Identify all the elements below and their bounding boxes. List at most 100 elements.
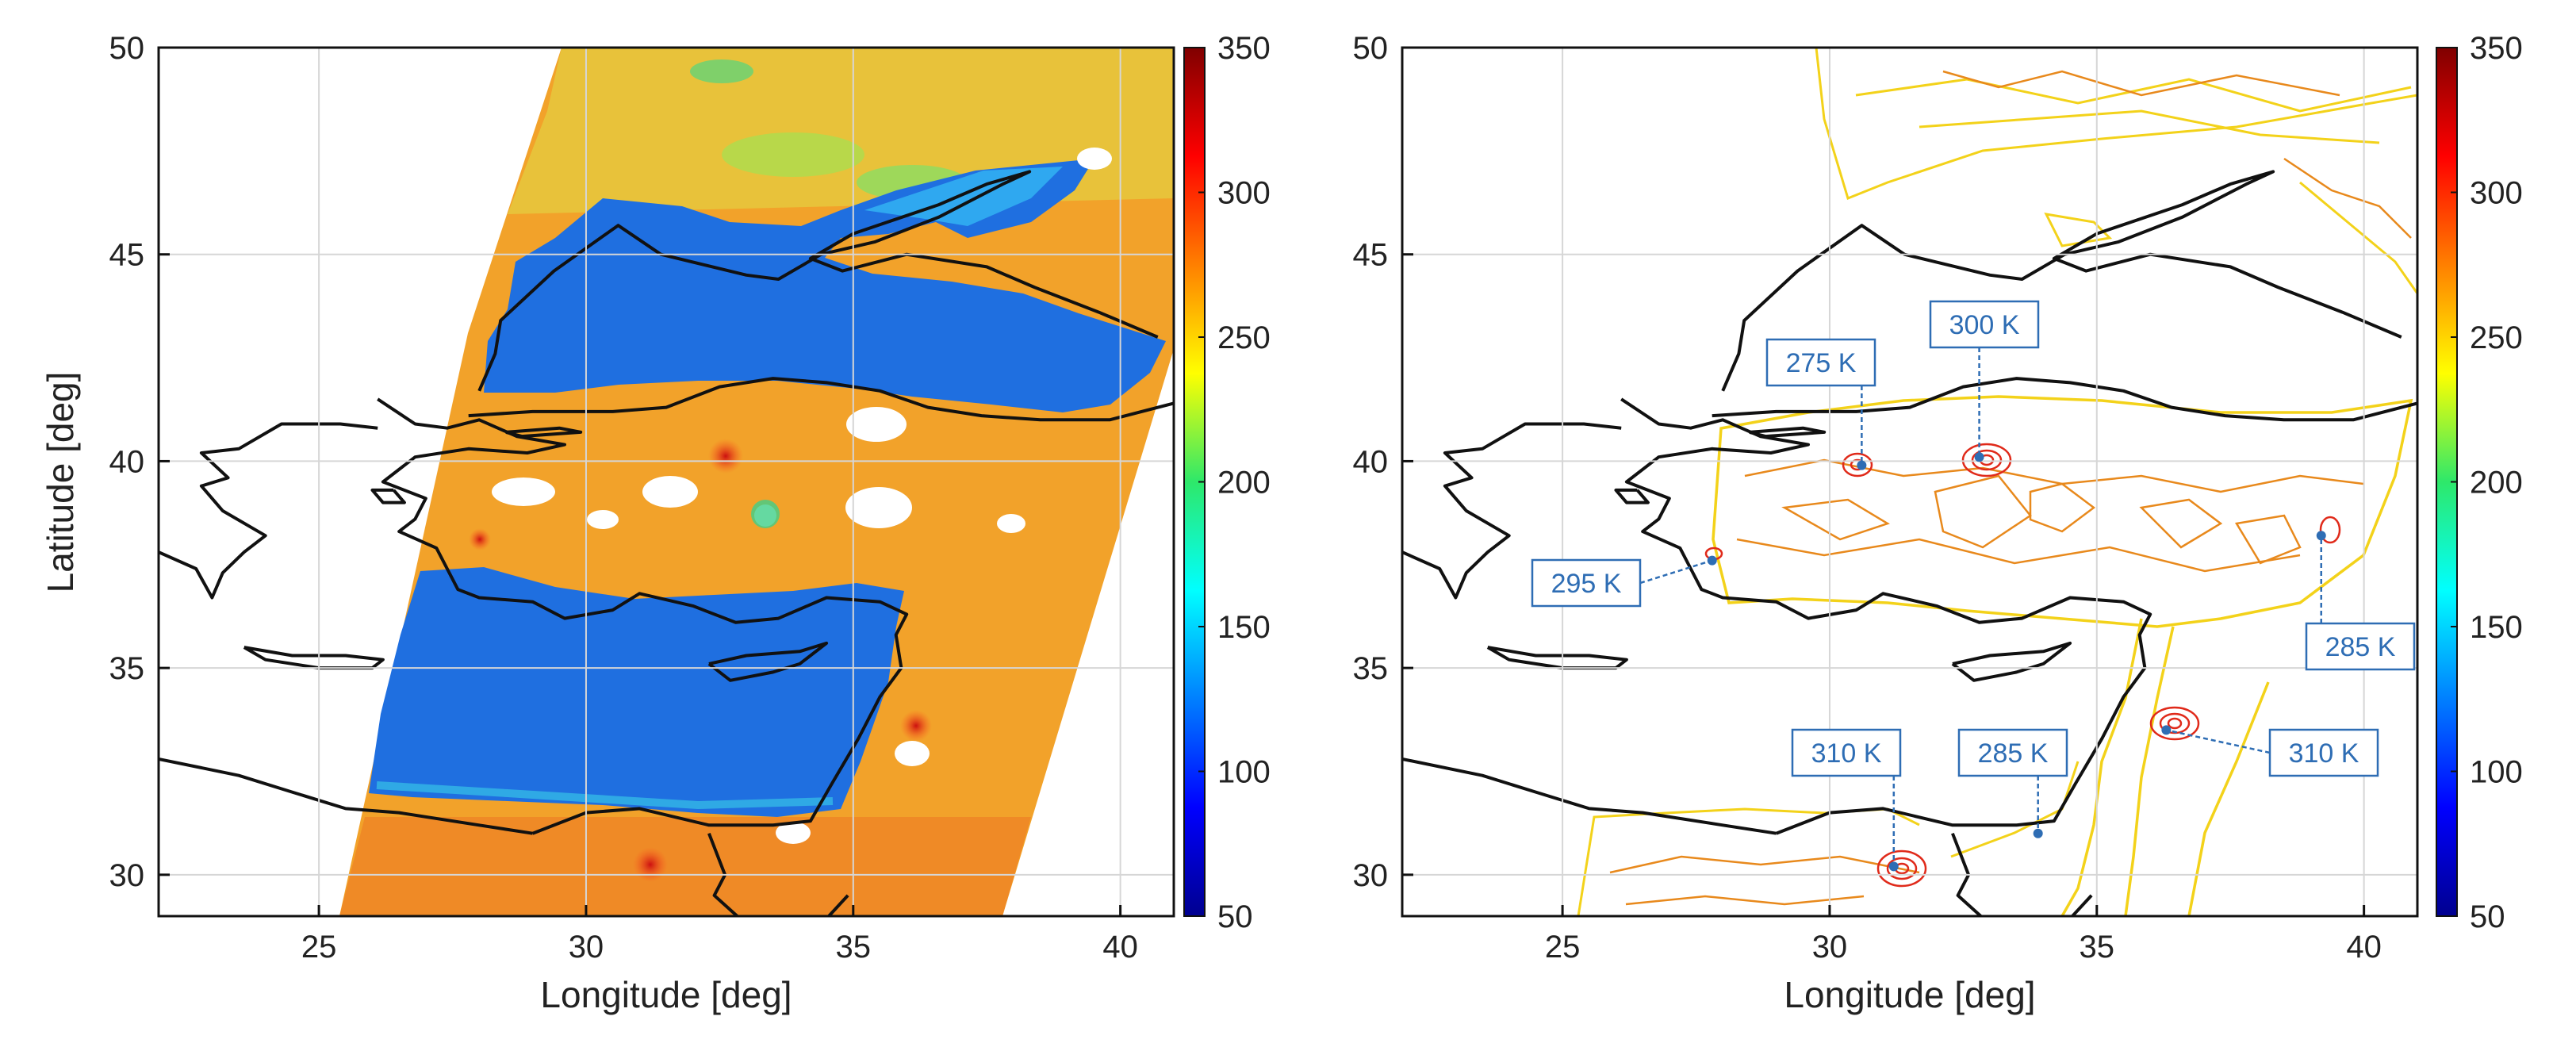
mediterranean-water xyxy=(369,567,904,817)
x-tick-label: 30 xyxy=(569,930,604,965)
coastline xyxy=(1486,646,1628,670)
right-contour-panel xyxy=(1577,48,2417,916)
coastline xyxy=(1402,757,1777,835)
anatolia-inner-contours xyxy=(1736,458,2364,573)
coastline xyxy=(707,832,726,876)
y-tick-label: 40 xyxy=(1353,444,1389,479)
left-green-patch xyxy=(690,59,753,83)
right-coastlines xyxy=(1402,170,2417,916)
right-plot-area xyxy=(1577,48,2417,916)
y-tick-label: 50 xyxy=(1353,31,1389,66)
y-tick-label: 30 xyxy=(1353,858,1389,893)
colorbar-tick-label: 250 xyxy=(2470,320,2523,355)
left-coastlines xyxy=(159,170,1174,916)
north-inner-contours xyxy=(1942,70,2412,239)
coastline xyxy=(1402,422,1622,600)
callout-label: 295 K xyxy=(1551,569,1622,599)
south-inner-contours xyxy=(1609,855,1920,906)
callout-arrowhead xyxy=(2033,828,2043,838)
callout-arrowhead xyxy=(1857,460,1867,470)
colorbar-tick-label: 350 xyxy=(2470,31,2523,66)
left-south-warm-band xyxy=(339,817,1031,916)
mediterranean-coastal-band xyxy=(376,781,834,810)
north-contours xyxy=(1815,48,2417,294)
hotspot-marker xyxy=(469,528,491,550)
x-tick-label: 40 xyxy=(1102,930,1138,965)
right-gridlines xyxy=(1402,47,2417,916)
coastline xyxy=(477,170,1159,392)
coastline xyxy=(1712,377,2417,422)
coastline xyxy=(159,757,533,835)
colorbar-tick-label: 200 xyxy=(2470,466,2523,500)
plot-frame xyxy=(157,46,1175,918)
callout-arrowhead xyxy=(2161,725,2172,735)
colorbar-tick-label: 350 xyxy=(1217,31,1271,66)
left-axes: 25 30 35 40 30 35 40 45 50 xyxy=(109,31,1175,965)
callout-label: 275 K xyxy=(1786,348,1857,378)
y-tick-label: 30 xyxy=(109,858,145,893)
colorbar-tick-label: 100 xyxy=(1217,755,1271,790)
x-tick-label: 35 xyxy=(2080,930,2115,965)
coastline xyxy=(707,641,829,682)
y-axis-label: Latitude [deg] xyxy=(40,372,81,593)
callout-leader xyxy=(1639,559,1713,585)
left-x-axis-label: Longitude [deg] xyxy=(540,974,792,1015)
coastline xyxy=(1749,426,1827,439)
callout-box xyxy=(1531,558,1642,608)
y-tick-label: 50 xyxy=(109,31,145,66)
y-tick-label: 45 xyxy=(109,238,145,273)
black-sea-water xyxy=(484,159,1166,412)
callout-arrowhead xyxy=(1707,555,1717,566)
callout-arrowhead xyxy=(2316,531,2326,541)
y-tick-label: 45 xyxy=(1353,238,1389,273)
y-tick-label: 40 xyxy=(109,444,145,479)
callout-box xyxy=(1765,338,1876,387)
coastline xyxy=(243,646,385,670)
contour-hotspots xyxy=(1704,443,2341,888)
coastline xyxy=(712,873,849,916)
coastline xyxy=(468,377,1174,422)
coastline xyxy=(1721,170,2402,392)
right-colorbar: 50 100 150 200 250 300 350 xyxy=(2436,31,2523,934)
callout-box xyxy=(1929,300,2040,349)
coastline xyxy=(1951,832,1970,876)
coastline xyxy=(159,422,378,600)
callout-box xyxy=(1791,728,1902,777)
callout-leader xyxy=(2166,729,2271,754)
callout-label: 300 K xyxy=(1949,310,2020,340)
hotspot-marker xyxy=(633,847,668,882)
temperature-callouts: 275 K 300 K 295 K 285 K 310 K 285 K 310 K xyxy=(1531,300,2416,872)
x-tick-label: 25 xyxy=(1545,930,1581,965)
cool-spot-marker xyxy=(751,500,780,528)
coastline xyxy=(1620,397,2152,835)
right-axes: 25 30 35 40 30 35 40 45 50 xyxy=(1353,31,2419,965)
coastline xyxy=(505,426,583,439)
sea-of-azov-water xyxy=(864,167,1063,226)
x-tick-label: 40 xyxy=(2346,930,2382,965)
callout-label: 285 K xyxy=(2325,632,2396,662)
plot-frame xyxy=(1401,46,2419,918)
anatolia-contours xyxy=(1712,395,2413,916)
callout-label: 310 K xyxy=(1811,738,1882,769)
hotspot-marker xyxy=(708,439,743,474)
left-green-patch xyxy=(722,132,864,177)
colorbar-tick-label: 150 xyxy=(1217,610,1271,645)
hotspot-marker xyxy=(900,710,932,742)
x-tick-label: 30 xyxy=(1812,930,1848,965)
left-colorbar: 50 100 150 200 250 300 350 xyxy=(1183,31,1271,934)
colorbar-tick-label: 150 xyxy=(2470,610,2523,645)
colorbar-tick-label: 200 xyxy=(1217,466,1271,500)
colorbar-tick-label: 250 xyxy=(1217,320,1271,355)
colorbar-tick-label: 50 xyxy=(1217,899,1253,934)
y-tick-label: 35 xyxy=(109,651,145,686)
coastline xyxy=(1956,873,2093,916)
coastline xyxy=(1951,641,2072,682)
x-tick-label: 25 xyxy=(301,930,337,965)
coastline xyxy=(1614,488,1650,504)
left-map-panel xyxy=(339,48,1174,916)
south-contours xyxy=(1577,761,2080,916)
y-tick-label: 35 xyxy=(1353,651,1389,686)
colorbar-tick-label: 100 xyxy=(2470,755,2523,790)
callout-label: 285 K xyxy=(1978,738,2049,769)
